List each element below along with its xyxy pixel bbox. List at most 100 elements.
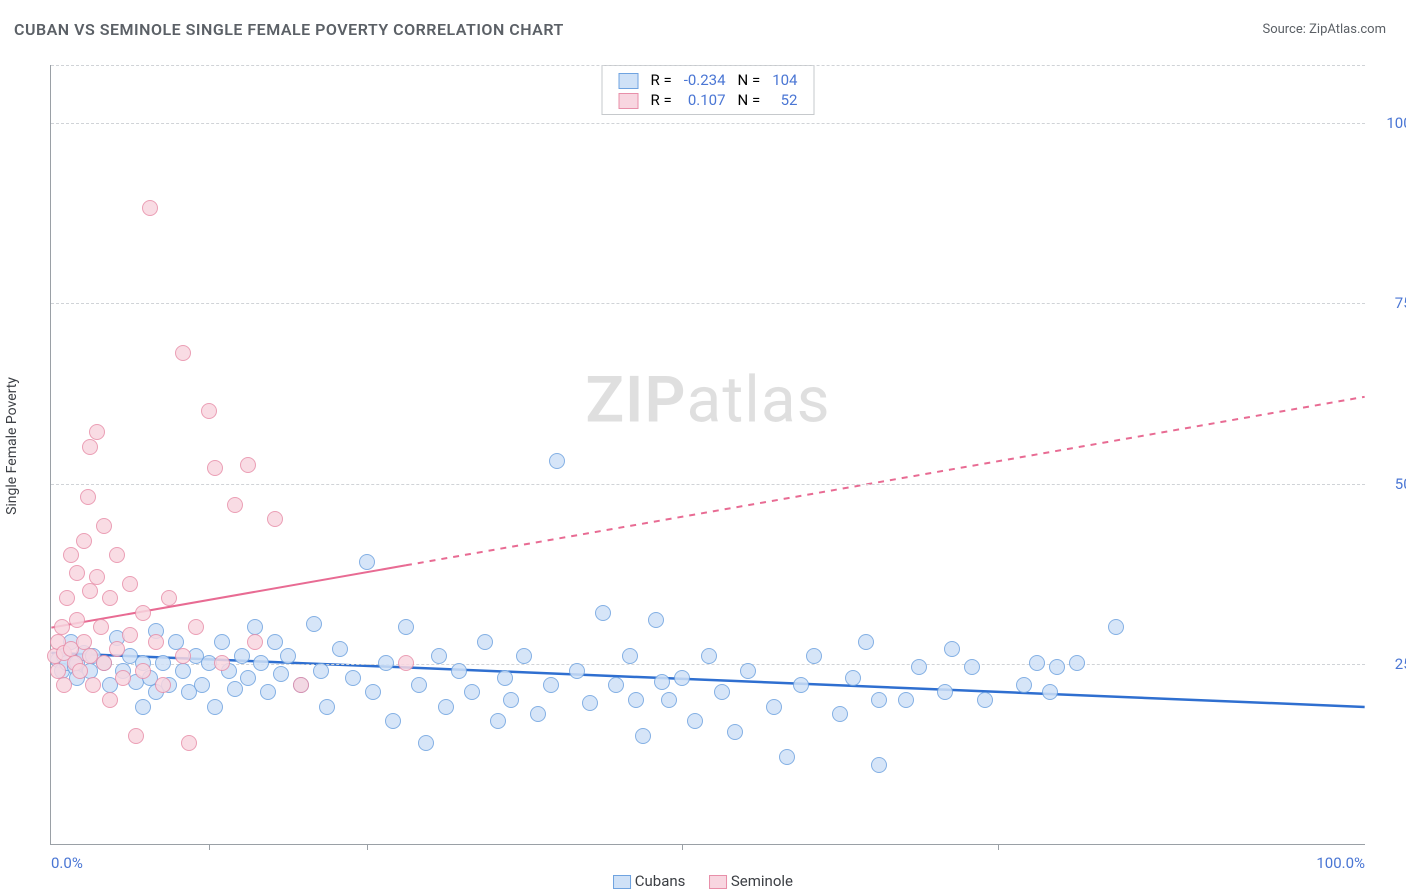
legend-item-seminole: Seminole — [709, 872, 793, 890]
scatter-point — [306, 616, 322, 632]
x-tick — [682, 844, 683, 850]
scatter-point — [135, 699, 151, 715]
scatter-point — [977, 692, 993, 708]
scatter-point — [497, 670, 513, 686]
chart-title: CUBAN VS SEMINOLE SINGLE FEMALE POVERTY … — [14, 20, 564, 39]
scatter-point — [398, 619, 414, 635]
scatter-point — [871, 757, 887, 773]
scatter-point — [175, 345, 191, 361]
source-name: ZipAtlas.com — [1309, 22, 1386, 37]
scatter-point — [1049, 659, 1065, 675]
scatter-point — [385, 713, 401, 729]
scatter-point — [69, 612, 85, 628]
scatter-point — [247, 634, 263, 650]
scatter-point — [582, 695, 598, 711]
scatter-point — [635, 728, 651, 744]
scatter-point — [516, 648, 532, 664]
scatter-point — [313, 663, 329, 679]
x-tick-label: 100.0% — [1316, 854, 1365, 872]
scatter-point — [871, 692, 887, 708]
legend-label-cubans: Cubans — [635, 872, 686, 890]
stats-legend: R = -0.234 N = 104 R = 0.107 N = 52 — [602, 65, 815, 115]
scatter-point — [661, 692, 677, 708]
scatter-point — [76, 533, 92, 549]
scatter-point — [477, 634, 493, 650]
scatter-point — [234, 648, 250, 664]
scatter-point — [438, 699, 454, 715]
gridline — [51, 123, 1365, 124]
scatter-point — [898, 692, 914, 708]
scatter-point — [701, 648, 717, 664]
gridline — [51, 484, 1365, 485]
scatter-point — [72, 663, 88, 679]
scatter-point — [622, 648, 638, 664]
scatter-point — [207, 699, 223, 715]
scatter-point — [687, 713, 703, 729]
scatter-point — [240, 670, 256, 686]
y-tick-label: 25.0% — [1375, 655, 1406, 673]
scatter-point — [267, 511, 283, 527]
scatter-point — [214, 655, 230, 671]
scatter-point — [135, 663, 151, 679]
legend-swatch-cubans — [613, 875, 631, 889]
scatter-point — [102, 590, 118, 606]
scatter-point — [398, 655, 414, 671]
scatter-point — [201, 403, 217, 419]
scatter-plot-area: ZIPatlas R = -0.234 N = 104 R = 0.107 — [50, 65, 1365, 845]
scatter-point — [142, 200, 158, 216]
scatter-point — [944, 641, 960, 657]
scatter-point — [451, 663, 467, 679]
scatter-point — [56, 677, 72, 693]
scatter-point — [378, 655, 394, 671]
x-tick — [998, 844, 999, 850]
scatter-point — [161, 590, 177, 606]
scatter-point — [128, 728, 144, 744]
legend-item-cubans: Cubans — [613, 872, 685, 890]
scatter-point — [102, 692, 118, 708]
scatter-point — [365, 684, 381, 700]
scatter-point — [779, 749, 795, 765]
scatter-point — [628, 692, 644, 708]
scatter-point — [280, 648, 296, 664]
scatter-point — [832, 706, 848, 722]
scatter-point — [109, 641, 125, 657]
scatter-point — [411, 677, 427, 693]
n-label: N = — [732, 90, 767, 110]
scatter-point — [82, 583, 98, 599]
scatter-point — [418, 735, 434, 751]
scatter-point — [148, 634, 164, 650]
source-label: Source: — [1262, 22, 1309, 37]
scatter-point — [806, 648, 822, 664]
scatter-point — [858, 634, 874, 650]
legend-label-seminole: Seminole — [731, 872, 793, 890]
trend-lines — [51, 65, 1365, 844]
scatter-point — [273, 666, 289, 682]
scatter-point — [122, 627, 138, 643]
scatter-point — [59, 590, 75, 606]
scatter-point — [188, 619, 204, 635]
scatter-point — [267, 634, 283, 650]
scatter-point — [648, 612, 664, 628]
scatter-point — [345, 670, 361, 686]
scatter-point — [530, 706, 546, 722]
scatter-point — [740, 663, 756, 679]
scatter-point — [89, 424, 105, 440]
scatter-point — [937, 684, 953, 700]
scatter-point — [115, 670, 131, 686]
scatter-point — [194, 677, 210, 693]
scatter-point — [155, 677, 171, 693]
scatter-point — [293, 677, 309, 693]
y-axis-label: Single Female Poverty — [4, 377, 20, 515]
r-label: R = — [645, 70, 678, 90]
scatter-point — [155, 655, 171, 671]
scatter-point — [207, 460, 223, 476]
watermark: ZIPatlas — [585, 362, 830, 437]
scatter-point — [845, 670, 861, 686]
scatter-point — [1069, 655, 1085, 671]
scatter-point — [227, 497, 243, 513]
scatter-point — [319, 699, 335, 715]
y-tick-label: 100.0% — [1375, 114, 1406, 132]
scatter-point — [464, 684, 480, 700]
scatter-point — [543, 677, 559, 693]
scatter-point — [54, 619, 70, 635]
